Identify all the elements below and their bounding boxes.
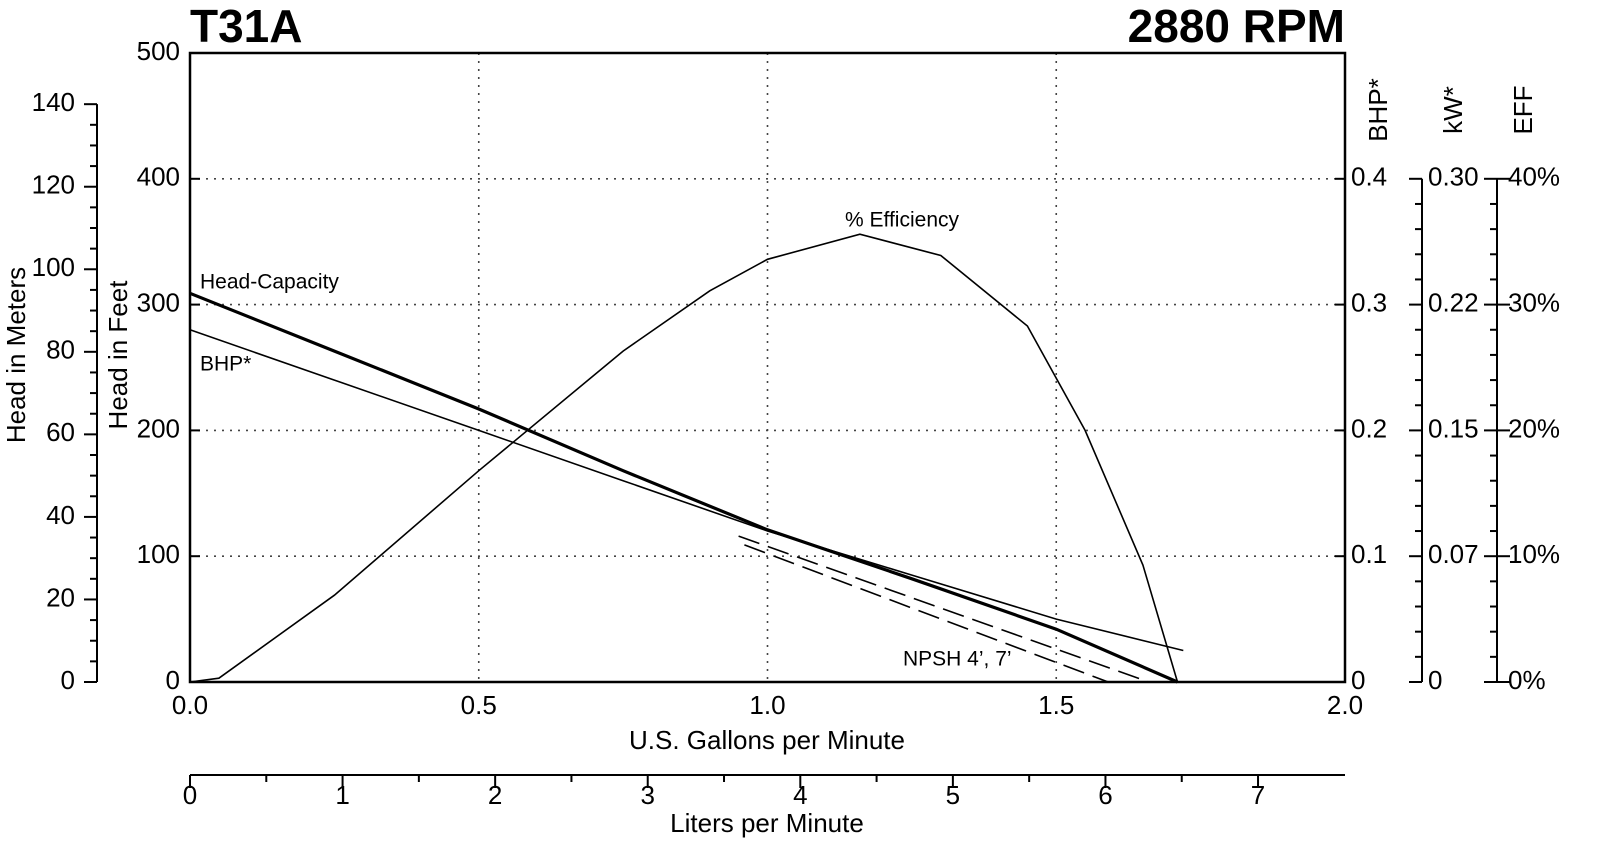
x2-tick-label: 7	[1251, 780, 1265, 810]
y3-tick-label: 0.30	[1428, 162, 1479, 192]
chart-subtitle: 2880 RPM	[1128, 0, 1345, 52]
npsh-line	[744, 544, 1109, 683]
y3-tick-label: 0.22	[1428, 287, 1479, 317]
y3-tick-label: 0.15	[1428, 413, 1479, 443]
series-label: % Efficiency	[845, 209, 959, 232]
series-label: BHP*	[200, 353, 251, 376]
x2-axis-title: Liters per Minute	[670, 808, 864, 838]
series-label: Head-Capacity	[200, 271, 339, 294]
y4-tick-label: 20%	[1508, 413, 1560, 443]
y2-tick-label: 0.4	[1351, 162, 1387, 192]
x2-tick-label: 6	[1098, 780, 1112, 810]
series-line	[189, 233, 1179, 683]
y4-tick-label: 0%	[1508, 665, 1546, 695]
y4-tick-label: 30%	[1508, 287, 1560, 317]
y3-tick-label: 0	[1428, 665, 1442, 695]
y-tick-label: 400	[137, 162, 180, 192]
annotation: NPSH 4’, 7’	[903, 648, 1012, 671]
y-meters-tick-label: 60	[46, 417, 75, 447]
x2-tick-label: 2	[488, 780, 502, 810]
x2-tick-label: 3	[640, 780, 654, 810]
y-meters-tick-label: 40	[46, 500, 75, 530]
x-tick-label: 0.0	[172, 690, 208, 720]
x2-tick-label: 1	[335, 780, 349, 810]
y-axis-title: Head in Feet	[103, 280, 133, 430]
y-meters-axis-title: Head in Meters	[1, 267, 31, 443]
y3-axis-title: kW*	[1438, 86, 1468, 134]
y-meters-tick-label: 120	[32, 170, 75, 200]
y-meters-tick-label: 100	[32, 252, 75, 282]
y4-tick-label: 40%	[1508, 162, 1560, 192]
y-meters-tick-label: 20	[46, 582, 75, 612]
y4-tick-label: 10%	[1508, 539, 1560, 569]
y2-tick-label: 0	[1351, 665, 1365, 695]
x2-tick-label: 4	[793, 780, 807, 810]
x2-tick-label: 5	[946, 780, 960, 810]
y2-tick-label: 0.2	[1351, 413, 1387, 443]
y-meters-tick-label: 0	[61, 665, 75, 695]
series-line	[189, 291, 1179, 684]
y-tick-label: 0	[166, 665, 180, 695]
y-meters-tick-label: 140	[32, 87, 75, 117]
series-line	[189, 329, 1184, 652]
y4-axis-title: EFF	[1508, 85, 1538, 134]
x-tick-label: 1.5	[1038, 690, 1074, 720]
y-tick-label: 500	[137, 36, 180, 66]
y-tick-label: 300	[137, 287, 180, 317]
y2-tick-label: 0.3	[1351, 287, 1387, 317]
x2-tick-label: 0	[183, 780, 197, 810]
x-tick-label: 0.5	[461, 690, 497, 720]
chart-title: T31A	[190, 0, 302, 52]
x-tick-label: 2.0	[1327, 690, 1363, 720]
x-axis-title: U.S. Gallons per Minute	[629, 725, 905, 755]
y-meters-tick-label: 80	[46, 335, 75, 365]
y-tick-label: 200	[137, 413, 180, 443]
x-tick-label: 1.0	[749, 690, 785, 720]
plot-frame	[188, 51, 1347, 684]
y-tick-label: 100	[137, 539, 180, 569]
npsh-line	[738, 535, 1149, 683]
y3-tick-label: 0.07	[1428, 539, 1479, 569]
y2-tick-label: 0.1	[1351, 539, 1387, 569]
y2-axis-title: BHP*	[1363, 78, 1393, 142]
